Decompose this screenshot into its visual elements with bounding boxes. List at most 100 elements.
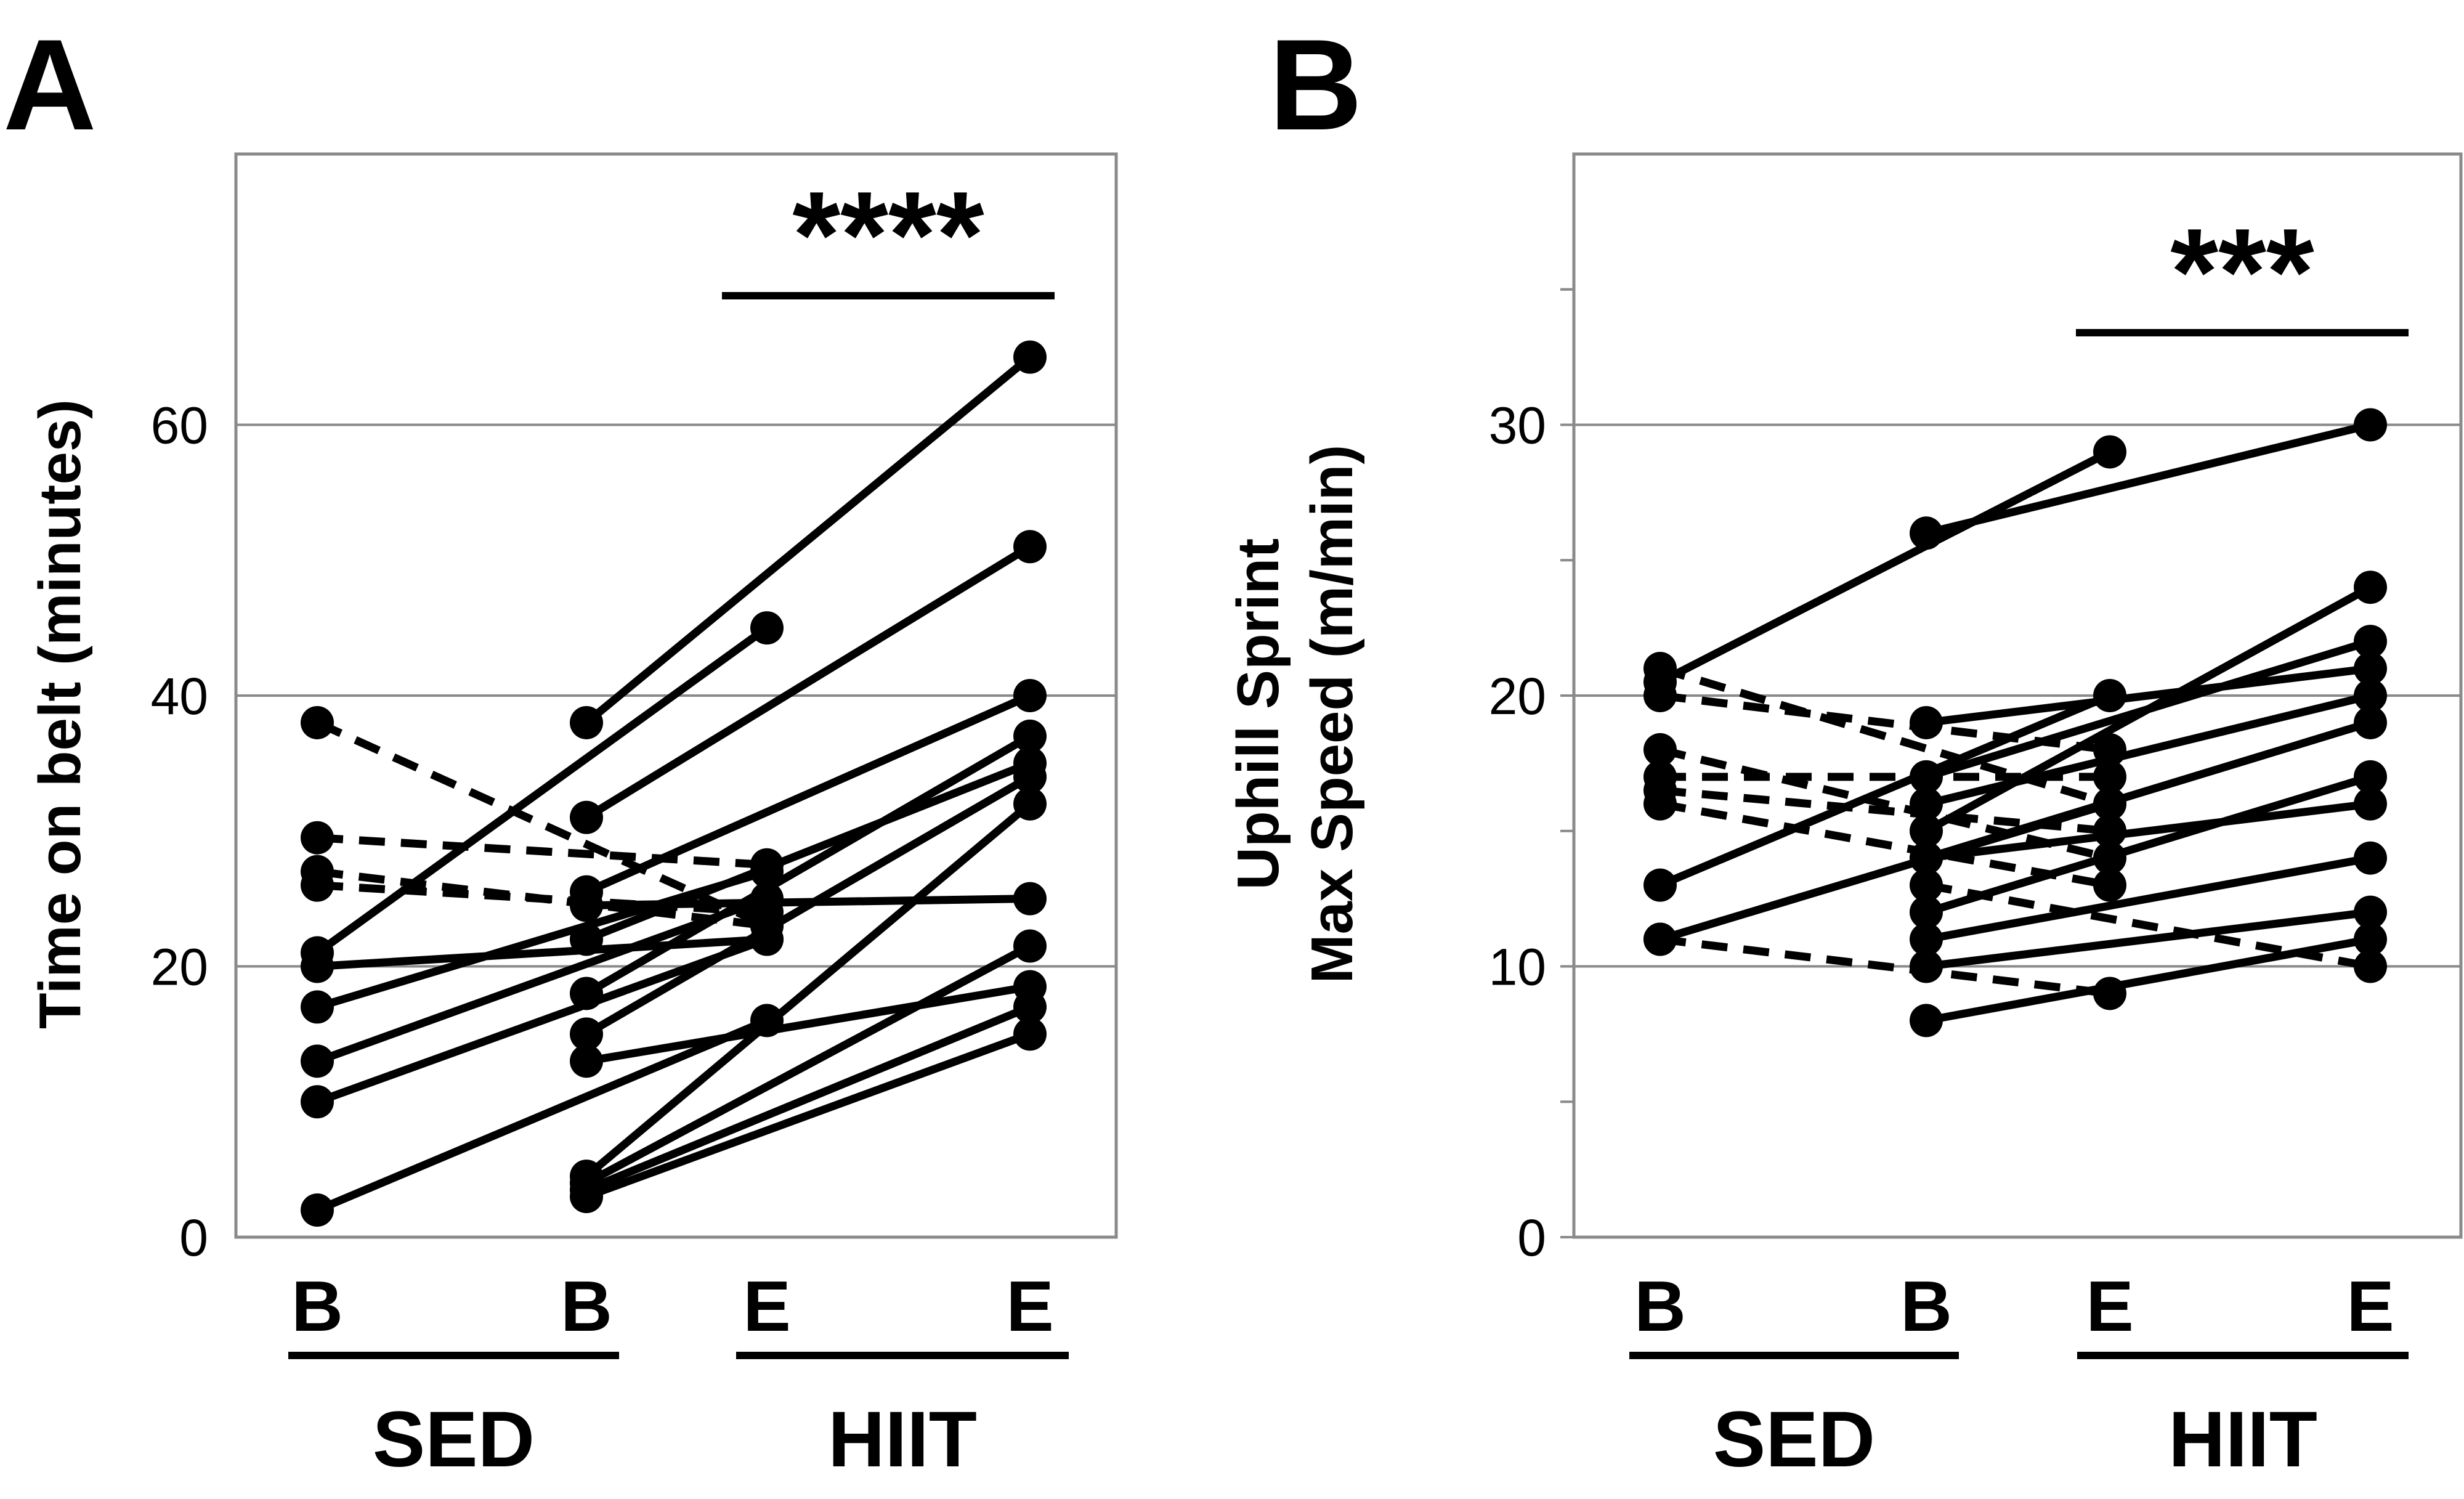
- significance-stars: ***: [2170, 203, 2314, 341]
- subject-line: [313, 624, 771, 957]
- data-point-b: [1643, 665, 1677, 699]
- data-point-e: [2354, 705, 2387, 739]
- data-point-e: [1013, 882, 1047, 916]
- subject-line: [582, 353, 1034, 727]
- y-tick-label: 0: [1517, 1209, 1546, 1267]
- series-hiit: [570, 340, 1047, 1214]
- subject-line: [1922, 908, 2375, 970]
- y-tick-label: 10: [1489, 938, 1546, 996]
- x-category-label: B: [1900, 1266, 1952, 1346]
- data-point-e: [1013, 679, 1047, 712]
- data-point-b: [1643, 922, 1677, 956]
- data-point-e: [1013, 340, 1047, 374]
- subject-line: [582, 942, 1034, 1187]
- data-point-e: [2093, 760, 2126, 794]
- data-point-b: [1910, 841, 1943, 875]
- data-point-e: [1013, 929, 1047, 963]
- data-point-e: [750, 611, 784, 645]
- subject-line: [313, 935, 771, 970]
- subject-line: [313, 895, 771, 1065]
- subject-line: [582, 691, 1034, 896]
- data-point-b: [1910, 949, 1943, 983]
- data-point-b: [570, 1180, 603, 1214]
- data-point-b: [570, 888, 603, 922]
- data-point-b: [570, 705, 603, 739]
- plot-area: [1572, 152, 2463, 1239]
- series-sed: [301, 611, 784, 1227]
- subject-line: [1659, 800, 2111, 890]
- subject-line: [313, 935, 771, 1106]
- panel-letter: A: [3, 12, 97, 157]
- data-point-b: [301, 705, 334, 739]
- subject-line: [1660, 935, 2110, 997]
- y-axis-label: Time on belt (minutes): [27, 399, 93, 1029]
- subject-line: [582, 732, 1034, 997]
- y-axis-label: Max Speed (m/min): [1299, 445, 1365, 984]
- data-point-b: [301, 990, 334, 1024]
- data-point-e: [2093, 435, 2126, 469]
- data-point-b: [1910, 814, 1943, 848]
- data-point-e: [2093, 868, 2126, 902]
- data-point-e: [2354, 408, 2387, 442]
- data-point-e: [1013, 530, 1047, 564]
- x-category-label: E: [743, 1266, 790, 1346]
- group-label: HIIT: [828, 1395, 977, 1484]
- subject-line: [582, 1030, 1034, 1201]
- subject-line: [582, 759, 1034, 944]
- subject-line: [1922, 583, 2375, 835]
- data-point-b: [570, 800, 603, 834]
- data-point-b: [301, 1044, 334, 1078]
- data-point-e: [1013, 787, 1047, 821]
- subject-line: [1660, 786, 2110, 835]
- data-point-e: [2354, 895, 2387, 929]
- data-point-e: [1013, 1017, 1047, 1051]
- data-point-e: [2354, 571, 2387, 604]
- data-point-b: [1643, 733, 1677, 766]
- group-label: SED: [373, 1395, 535, 1484]
- y-axis-label: Uphill Sprint: [1225, 538, 1291, 890]
- subject-line: [1925, 881, 2372, 970]
- y-tick-label: 20: [151, 938, 208, 996]
- subject-line: [1659, 664, 2111, 808]
- data-point-b: [570, 1017, 603, 1051]
- significance-stars: ****: [792, 166, 984, 304]
- subject-line: [317, 881, 768, 917]
- data-point-e: [2354, 841, 2387, 875]
- x-category-label: B: [561, 1266, 612, 1346]
- data-point-b: [301, 821, 334, 855]
- data-point-b: [1910, 705, 1943, 739]
- data-point-e: [2354, 787, 2387, 821]
- x-category-label: B: [291, 1266, 343, 1346]
- data-point-b: [301, 1085, 334, 1119]
- x-category-label: B: [1634, 1266, 1686, 1346]
- subject-line: [582, 773, 1034, 1038]
- data-point-e: [2354, 922, 2387, 956]
- subject-line: [582, 542, 1034, 822]
- data-point-b: [1910, 516, 1943, 550]
- series-sed: [1643, 435, 2126, 1010]
- data-point-b: [1643, 773, 1677, 807]
- series-hiit: [1910, 408, 2387, 1038]
- subject-line: [1656, 691, 2114, 890]
- y-tick-label: 40: [151, 667, 208, 725]
- data-point-b: [1910, 868, 1943, 902]
- data-point-b: [1910, 922, 1943, 956]
- y-tick-label: 30: [1489, 397, 1546, 455]
- subject-line: [582, 800, 1034, 1180]
- subject-line: [1922, 854, 2375, 944]
- subject-line: [1922, 800, 2375, 863]
- subject-line: [1922, 718, 2375, 863]
- data-point-e: [1013, 990, 1047, 1024]
- group-label: HIIT: [2168, 1395, 2317, 1484]
- data-point-b: [1910, 760, 1943, 794]
- y-tick-label: 60: [151, 397, 208, 455]
- panel-a: A 0 20 40 60 Time on belt (minutes) B E SED B E HII…: [3, 12, 1118, 1484]
- x-category-label: E: [2086, 1266, 2133, 1346]
- panel-b: B 0 10 20 30 Uphill Sprint Max Speed (m/min) B E…: [1225, 12, 2463, 1484]
- group-label: SED: [1713, 1395, 1875, 1484]
- x-category-label: E: [1006, 1266, 1053, 1346]
- subject-line: [1922, 664, 2375, 727]
- data-point-b: [570, 977, 603, 1010]
- subject-line: [1656, 447, 2114, 686]
